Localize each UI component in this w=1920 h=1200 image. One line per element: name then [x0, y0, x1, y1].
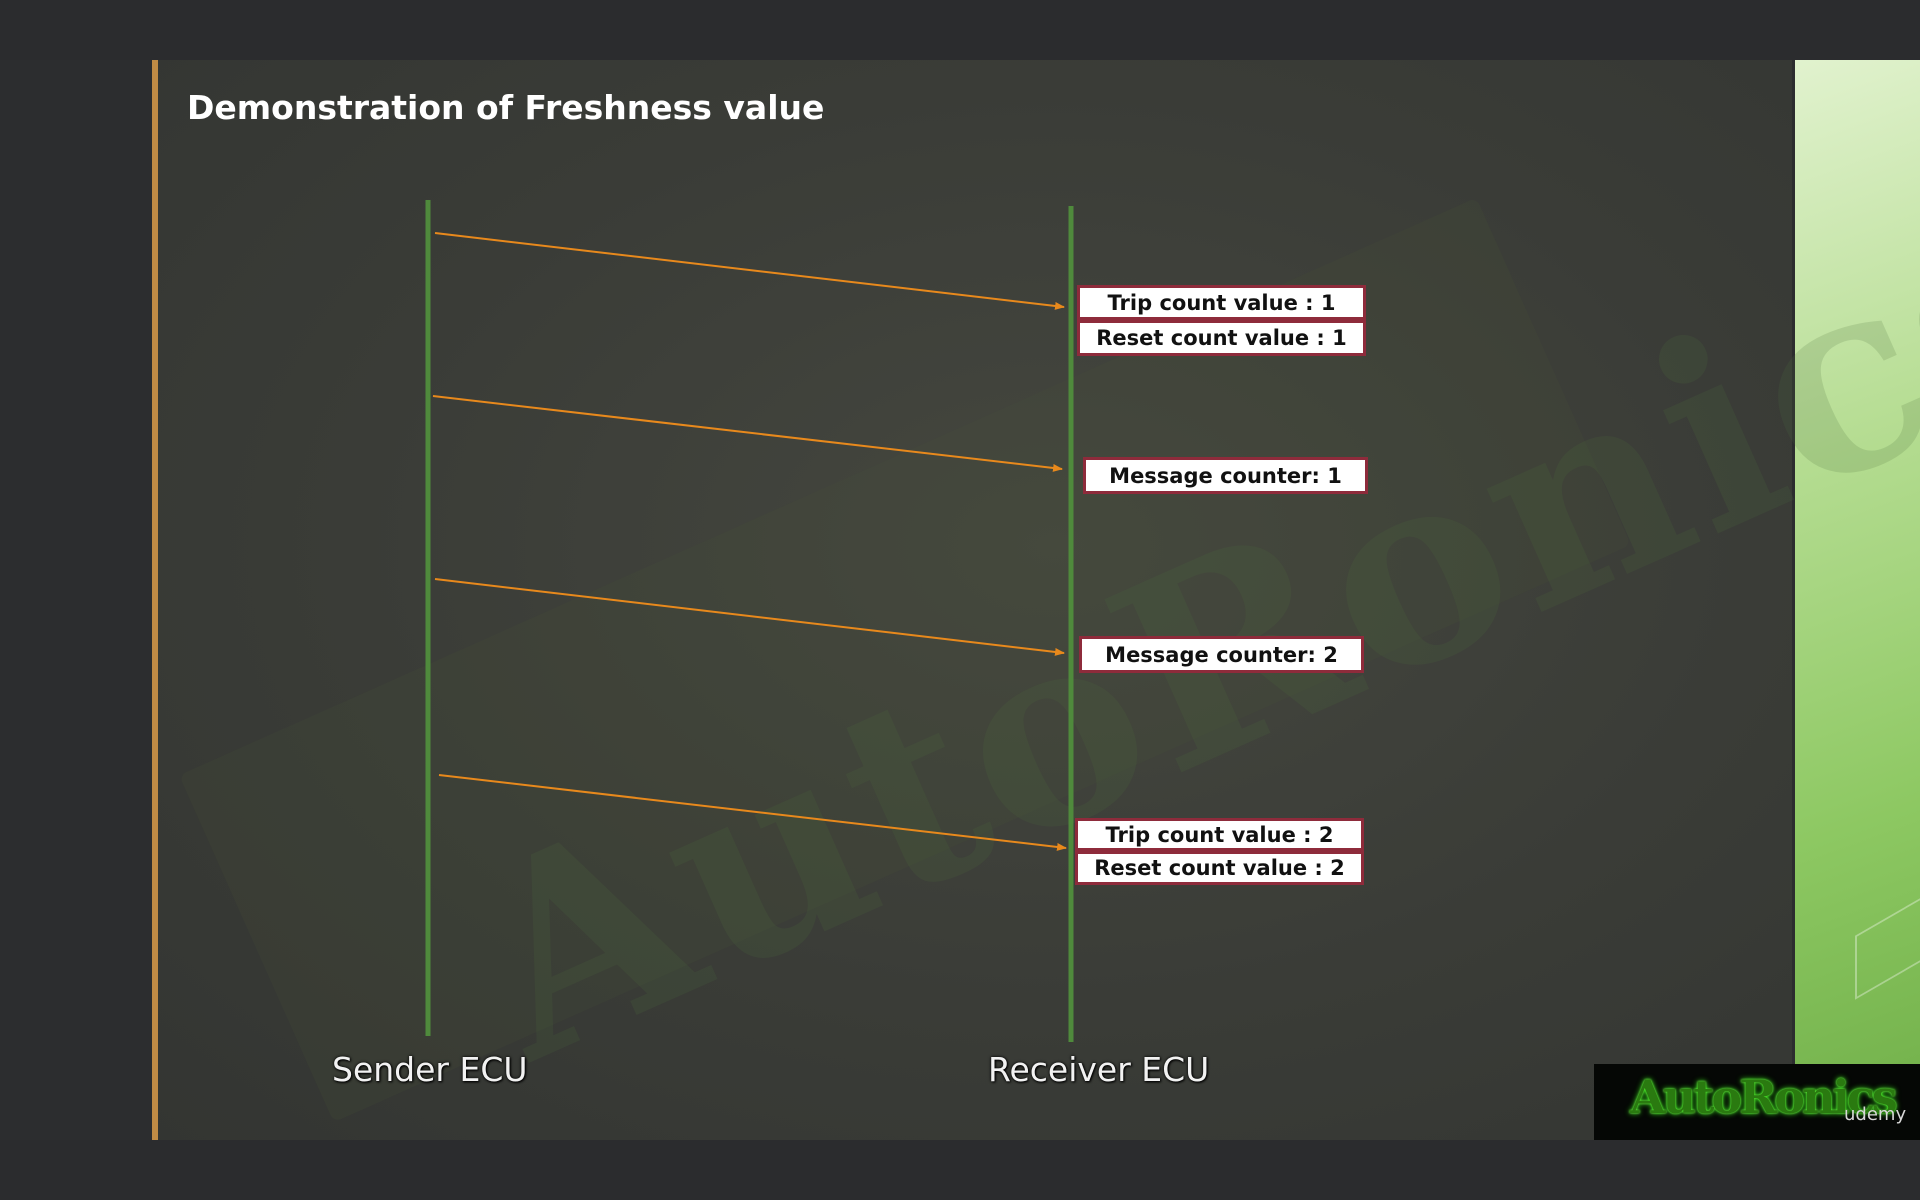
- top-bar: [0, 0, 1920, 60]
- message-arrow-4: [438, 774, 1067, 851]
- udemy-watermark: udemy: [1844, 1104, 1907, 1125]
- message-counter-label-2: Message counter: 2: [1079, 636, 1364, 673]
- reset-count-label-2: Reset count value : 2: [1075, 851, 1364, 885]
- bottom-bar: [0, 1140, 1920, 1200]
- autoronics-logo: AutoRonics udemy: [1594, 1064, 1920, 1140]
- slide-left-accent: [152, 60, 158, 1140]
- message-arrow-1: [434, 232, 1065, 310]
- receiver-ecu-label: Receiver ECU: [988, 1050, 1210, 1089]
- sender-ecu-label: Sender ECU: [332, 1050, 528, 1089]
- trip-count-label-2: Trip count value : 2: [1075, 818, 1364, 851]
- slide: [152, 60, 1792, 1140]
- slide-title: Demonstration of Freshness value: [187, 88, 825, 127]
- reset-count-label-1: Reset count value : 1: [1077, 320, 1366, 356]
- message-arrow-3: [434, 578, 1065, 656]
- trip-count-label-1: Trip count value : 1: [1077, 285, 1366, 320]
- decorative-side-panel: [1795, 60, 1920, 1140]
- message-counter-label-1: Message counter: 1: [1083, 457, 1368, 494]
- message-arrow-2: [432, 395, 1063, 472]
- logo-text: AutoRonics: [1630, 1070, 1898, 1124]
